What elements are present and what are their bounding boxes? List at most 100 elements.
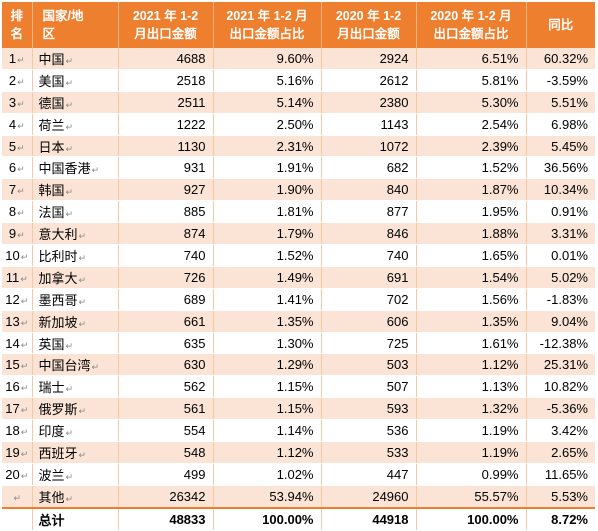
cell-export-2021: 689 [118,288,214,311]
cell-share-2021-text: 100.00% [262,511,314,527]
cell-export-2021: 48833 [118,506,214,531]
cell-country-text: 总计 [38,512,65,528]
paragraph-mark-icon: ↵ [65,428,74,439]
cell-export-2021-text: 499 [183,466,206,482]
cell-yoy-text: -3.59% [546,72,588,88]
paragraph-mark-icon: ↵ [20,361,29,372]
cell-rank: 17↵ [2,397,33,421]
cell-share-2020-text: 0.99% [481,466,519,482]
cell-country-text: 美国 [38,73,65,89]
cell-rank: 18↵ [2,419,33,443]
cell-country: 美国↵ [32,69,119,92]
cell-share-2020-text: 5.81% [481,72,519,88]
paragraph-mark-icon: ↵ [17,186,25,197]
cell-rank-text: 4 [8,116,17,132]
cell-yoy-text: -1.83% [546,291,588,307]
cell-share-2021-text: 1.91% [276,160,314,176]
cell-share-2021-text: 1.15% [276,401,314,417]
paragraph-mark-icon: ↵ [65,121,74,132]
cell-share-2021-text: 1.02% [276,466,314,482]
table-row: 16↵ 瑞士↵ 562 1.15% 507 1.13% 10.82% [2,375,595,399]
paragraph-mark-icon: ↵ [17,142,25,153]
table-body: 1↵ 中国↵ 4688 9.60% 2924 6.51% 60.32% 2↵ 美国↵ 2518 5.… [2,48,595,531]
paragraph-mark-icon: ↵ [17,208,25,219]
paragraph-mark-icon: ↵ [13,492,22,503]
cell-export-2020: 702 [321,288,417,311]
cell-rank-text: 17 [5,401,20,417]
cell-yoy: 10.82% [526,375,595,399]
cell-export-2020-text: 447 [386,466,409,482]
cell-share-2021: 2.31% [213,135,322,158]
cell-export-2020-text: 536 [386,423,409,439]
table-row: 13↵ 新加坡↵ 661 1.35% 606 1.35% 9.04% [2,310,595,333]
cell-yoy: 0.01% [526,244,595,267]
cell-yoy-text: 3.42% [551,423,588,439]
paragraph-mark-icon: ↵ [20,251,29,262]
cell-share-2021-text: 1.29% [276,357,314,373]
cell-rank: 2↵ [2,69,33,92]
cell-share-2020: 0.99% [416,463,527,486]
cell-country-text: 墨西哥 [38,292,78,308]
cell-rank-text: 14 [5,335,20,351]
cell-country: 俄罗斯↵ [32,397,119,421]
cell-export-2021: 562 [118,375,214,399]
cell-export-2021: 1222 [118,113,214,136]
cell-share-2020: 2.39% [416,135,527,158]
cell-rank-text: 19 [5,444,20,460]
cell-yoy: 5.51% [526,91,595,114]
cell-rank-text: 13 [5,313,20,329]
cell-export-2021: 630 [118,353,214,377]
cell-export-2020: 503 [321,353,417,377]
cell-share-2021: 1.30% [213,332,322,355]
cell-country-text: 日本 [38,139,65,155]
cell-country: 墨西哥↵ [32,288,119,311]
cell-export-2020-text: 1072 [379,138,409,154]
table-row: 6↵ 中国香港↵ 931 1.91% 682 1.52% 36.56% [2,156,595,180]
cell-export-2020: 725 [321,332,417,355]
cell-country-text: 俄罗斯 [38,402,78,418]
table-row: 3↵ 德国↵ 2511 5.14% 2380 5.30% 5.51% [2,91,595,114]
cell-yoy: 6.98% [526,113,595,136]
cell-country: 总计 [32,506,119,531]
cell-export-2021: 635 [118,332,214,355]
header-share-2020: 2020 年 1-2 月出口金额占比 [416,2,527,48]
cell-share-2021: 5.16% [213,69,322,92]
cell-share-2021-text: 5.14% [276,94,314,110]
cell-country: 荷兰↵ [32,113,119,136]
cell-export-2020-text: 2924 [379,50,409,66]
cell-yoy: 11.65% [526,463,595,486]
cell-rank-text: 9 [8,226,17,242]
cell-export-2020-text: 682 [386,160,409,176]
cell-country: 印度↵ [32,419,119,443]
cell-yoy: 2.65% [526,441,595,464]
cell-export-2020: 593 [321,397,417,421]
cell-export-2020-text: 702 [386,291,409,307]
cell-yoy: -12.38% [526,332,595,355]
cell-share-2021: 5.14% [213,91,322,114]
cell-share-2020: 1.35% [416,310,527,333]
cell-country-text: 中国台湾 [38,358,91,374]
cell-export-2021-text: 689 [183,291,206,307]
cell-country: 瑞士↵ [32,375,119,399]
cell-export-2021-text: 661 [183,313,206,329]
cell-rank: 14↵ [2,332,33,355]
cell-export-2021-text: 885 [183,204,206,220]
cell-rank-text: 1 [8,50,17,66]
paragraph-mark-icon: ↵ [20,383,29,394]
cell-export-2021-text: 4688 [176,50,206,66]
cell-export-2020: 2380 [321,91,417,114]
cell-share-2020-text: 1.56% [481,291,519,307]
table-row: 19↵ 西班牙↵ 548 1.12% 533 1.19% 2.65% [2,441,595,464]
cell-export-2020: 877 [321,200,417,224]
cell-export-2020-text: 2380 [379,94,409,110]
paragraph-mark-icon: ↵ [65,77,74,88]
cell-rank: 19↵ [2,441,33,464]
cell-rank-text: 20 [5,466,20,482]
cell-yoy: 9.04% [526,310,595,333]
paragraph-mark-icon: ↵ [65,493,74,504]
cell-country: 英国↵ [32,332,119,355]
cell-country-text: 波兰 [38,467,65,483]
paragraph-mark-icon: ↵ [91,165,100,176]
cell-country-text: 西班牙 [38,445,78,461]
